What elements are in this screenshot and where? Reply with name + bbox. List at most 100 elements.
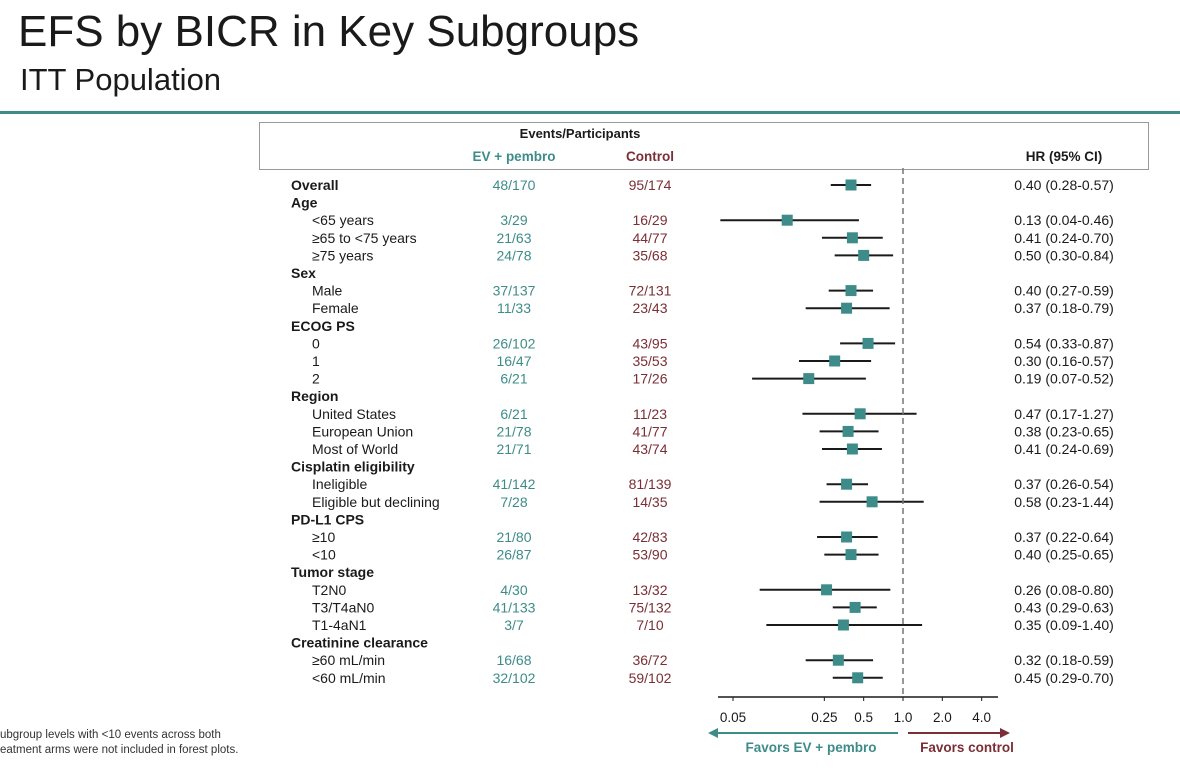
x-tick-label: 0.5 bbox=[854, 710, 873, 725]
subgroup-header: Cisplatin eligibility bbox=[291, 459, 415, 475]
hr-point-marker bbox=[832, 654, 844, 666]
hr-ci-text: 0.40 (0.27-0.59) bbox=[1014, 283, 1114, 299]
hr-ci-text: 0.38 (0.23-0.65) bbox=[1014, 423, 1114, 439]
control-events: 43/95 bbox=[632, 335, 667, 351]
subgroup-header: Tumor stage bbox=[291, 564, 374, 580]
hr-ci-text: 0.40 (0.25-0.65) bbox=[1014, 547, 1114, 563]
column-header-hr: HR (95% CI) bbox=[1026, 149, 1103, 164]
hr-point-marker bbox=[845, 179, 857, 191]
ev-pembro-events: 3/7 bbox=[504, 617, 524, 633]
control-events: 81/139 bbox=[629, 476, 672, 492]
hr-point-marker bbox=[858, 249, 870, 261]
hr-point-marker bbox=[866, 496, 878, 508]
hr-point-marker bbox=[837, 619, 849, 631]
control-events: 95/174 bbox=[629, 177, 672, 193]
subgroup-label: <65 years bbox=[312, 212, 374, 228]
hr-ci-text: 0.41 (0.24-0.69) bbox=[1014, 441, 1114, 457]
ev-pembro-events: 16/68 bbox=[496, 652, 531, 668]
x-tick-label: 0.05 bbox=[720, 710, 746, 725]
subgroup-label: ≥60 mL/min bbox=[312, 652, 385, 668]
subgroup-header: Sex bbox=[291, 265, 316, 281]
hr-ci-text: 0.30 (0.16-0.57) bbox=[1014, 353, 1114, 369]
control-events: 14/35 bbox=[632, 494, 667, 510]
control-events: 11/23 bbox=[633, 406, 667, 422]
table-header-box bbox=[259, 122, 1149, 170]
subgroup-label: 1 bbox=[312, 353, 320, 369]
hr-ci-text: 0.32 (0.18-0.59) bbox=[1014, 652, 1114, 668]
subgroup-label: Ineligible bbox=[312, 476, 367, 492]
ev-pembro-events: 16/47 bbox=[496, 353, 531, 369]
hr-point-marker bbox=[829, 355, 841, 367]
x-tick-label: 1.0 bbox=[894, 710, 913, 725]
control-events: 35/53 bbox=[632, 353, 667, 369]
favors-ev-pembro-label: Favors EV + pembro bbox=[746, 740, 877, 755]
subgroup-label: European Union bbox=[312, 423, 413, 439]
hr-ci-text: 0.26 (0.08-0.80) bbox=[1014, 582, 1114, 598]
hr-point-marker bbox=[849, 601, 861, 613]
ev-pembro-events: 6/21 bbox=[500, 406, 527, 422]
subgroup-label: ≥75 years bbox=[312, 247, 373, 263]
subgroup-header: ECOG PS bbox=[291, 318, 355, 334]
hr-point-marker bbox=[845, 285, 857, 297]
x-tick-label: 4.0 bbox=[972, 710, 991, 725]
subgroup-header: PD-L1 CPS bbox=[291, 511, 364, 527]
hr-ci-text: 0.19 (0.07-0.52) bbox=[1014, 371, 1114, 387]
title-divider bbox=[0, 111, 1180, 114]
ev-pembro-events: 4/30 bbox=[500, 582, 527, 598]
subgroup-label: <60 mL/min bbox=[312, 670, 386, 686]
ev-pembro-events: 37/137 bbox=[493, 283, 536, 299]
ev-pembro-events: 26/87 bbox=[496, 547, 531, 563]
control-events: 53/90 bbox=[632, 547, 667, 563]
control-events: 42/83 bbox=[632, 529, 667, 545]
subgroup-label: T2N0 bbox=[312, 582, 346, 598]
ev-pembro-events: 3/29 bbox=[500, 212, 527, 228]
subgroup-label: Eligible but declining bbox=[312, 494, 440, 510]
ev-pembro-events: 41/142 bbox=[493, 476, 536, 492]
hr-ci-text: 0.37 (0.22-0.64) bbox=[1014, 529, 1114, 545]
hr-ci-text: 0.37 (0.18-0.79) bbox=[1014, 300, 1114, 316]
hr-point-marker bbox=[781, 214, 793, 226]
subgroup-header: Creatinine clearance bbox=[291, 635, 428, 651]
ev-pembro-events: 24/78 bbox=[496, 247, 531, 263]
subgroup-label: 2 bbox=[312, 371, 320, 387]
page-subtitle: ITT Population bbox=[20, 62, 222, 97]
hr-point-marker bbox=[842, 425, 854, 437]
favors-right-arrow-icon bbox=[1000, 728, 1010, 738]
control-events: 7/10 bbox=[636, 617, 663, 633]
column-header-ev-pembro: EV + pembro bbox=[473, 149, 556, 164]
hr-ci-text: 0.47 (0.17-1.27) bbox=[1014, 406, 1114, 422]
favors-control-label: Favors control bbox=[920, 740, 1014, 755]
control-events: 43/74 bbox=[632, 441, 667, 457]
subgroup-label: T1-4aN1 bbox=[312, 617, 367, 633]
favors-left-arrow-icon bbox=[708, 728, 718, 738]
ev-pembro-events: 21/71 bbox=[496, 441, 531, 457]
subgroup-header: Age bbox=[291, 195, 318, 211]
hr-point-marker bbox=[854, 408, 866, 420]
subgroup-label: Overall bbox=[291, 177, 338, 193]
subgroup-label: United States bbox=[312, 406, 396, 422]
hr-ci-text: 0.50 (0.30-0.84) bbox=[1014, 247, 1114, 263]
control-events: 72/131 bbox=[629, 283, 672, 299]
ev-pembro-events: 11/33 bbox=[497, 300, 531, 316]
subgroup-label: Female bbox=[312, 300, 359, 316]
subgroup-label: ≥65 to <75 years bbox=[312, 230, 417, 246]
control-events: 75/132 bbox=[629, 599, 672, 615]
hr-ci-text: 0.41 (0.24-0.70) bbox=[1014, 230, 1114, 246]
control-events: 13/32 bbox=[632, 582, 667, 598]
footnote: ubgroup levels with <10 events across bo… bbox=[0, 729, 239, 756]
control-events: 16/29 bbox=[632, 212, 667, 228]
hr-point-marker bbox=[841, 302, 853, 314]
subgroup-label: 0 bbox=[312, 335, 320, 351]
subgroup-label: <10 bbox=[312, 547, 336, 563]
hr-ci-text: 0.58 (0.23-1.44) bbox=[1014, 494, 1114, 510]
control-events: 23/43 bbox=[632, 300, 667, 316]
hr-point-marker bbox=[862, 337, 874, 349]
events-participants-header: Events/Participants bbox=[520, 126, 641, 141]
ev-pembro-events: 7/28 bbox=[500, 494, 527, 510]
control-events: 17/26 bbox=[632, 371, 667, 387]
hr-point-marker bbox=[841, 531, 853, 543]
hr-ci-text: 0.43 (0.29-0.63) bbox=[1014, 599, 1114, 615]
hr-ci-text: 0.54 (0.33-0.87) bbox=[1014, 335, 1114, 351]
ev-pembro-events: 6/21 bbox=[500, 371, 527, 387]
